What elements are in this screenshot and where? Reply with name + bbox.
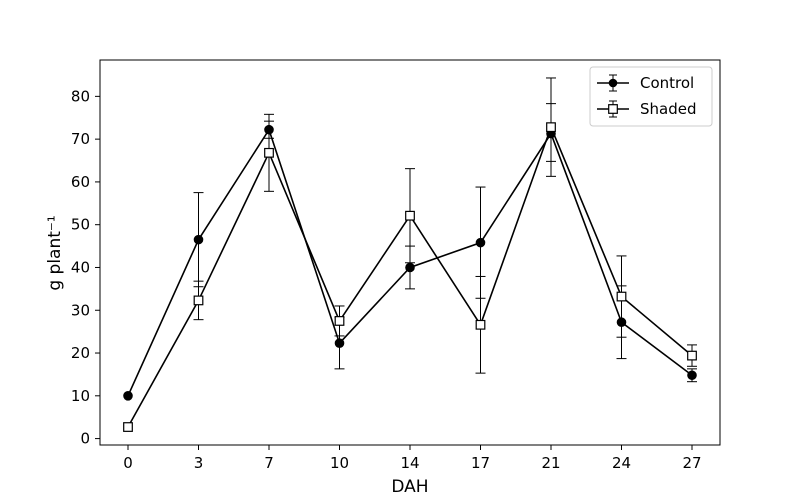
y-tick-label: 50 — [71, 216, 90, 234]
data-point — [475, 319, 486, 330]
y-axis: 0 10 20 30 40 50 60 70 80 — [71, 87, 100, 448]
legend-label: Control — [640, 74, 694, 92]
legend-box — [589, 66, 713, 127]
series-layer — [123, 77, 697, 432]
x-tick-label: 3 — [194, 454, 204, 472]
data-point — [193, 295, 204, 306]
series-shaded — [123, 103, 697, 432]
data-point — [123, 422, 133, 432]
x-axis: 0 3 7 10 14 17 21 24 27 — [123, 445, 702, 472]
legend-item-control: Control — [597, 74, 694, 92]
legend-marker — [608, 104, 618, 114]
legend-label: Shaded — [640, 100, 697, 118]
y-tick-label: 0 — [80, 430, 90, 448]
x-tick-label: 14 — [400, 454, 419, 472]
data-point — [405, 210, 415, 221]
data-point — [687, 350, 697, 361]
y-tick-label: 80 — [71, 87, 90, 105]
y-axis-label: g plant⁻¹ — [45, 215, 65, 290]
data-point — [405, 262, 415, 273]
data-point — [616, 291, 627, 302]
x-tick-label: 24 — [612, 454, 631, 472]
data-point — [687, 370, 697, 381]
data-point — [334, 316, 345, 326]
data-point — [475, 237, 486, 248]
x-tick-label: 7 — [264, 454, 274, 472]
y-tick-label: 70 — [71, 130, 90, 148]
data-point — [264, 147, 274, 158]
legend-item-shaded: Shaded — [597, 100, 697, 118]
data-point — [123, 391, 133, 401]
y-tick-label: 30 — [71, 301, 90, 319]
legend-marker — [608, 78, 618, 88]
x-tick-label: 0 — [123, 454, 133, 472]
data-point — [193, 234, 204, 245]
x-tick-label: 17 — [471, 454, 490, 472]
x-tick-label: 10 — [330, 454, 349, 472]
y-tick-label: 40 — [71, 258, 90, 276]
x-tick-label: 27 — [682, 454, 701, 472]
x-axis-label: DAH — [391, 477, 428, 497]
y-tick-label: 60 — [71, 173, 90, 191]
data-point — [334, 338, 345, 348]
y-tick-label: 10 — [71, 387, 90, 405]
data-point — [546, 122, 556, 133]
legend: Control Shaded — [589, 66, 713, 127]
x-tick-label: 21 — [541, 454, 560, 472]
y-tick-label: 20 — [71, 344, 90, 362]
